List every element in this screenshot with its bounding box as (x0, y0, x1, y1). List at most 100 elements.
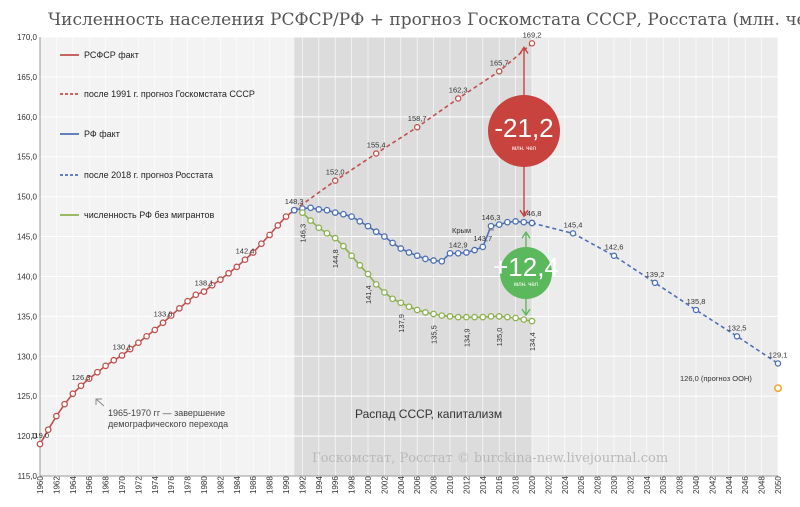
series-point-0 (200, 288, 208, 295)
x-tick-label: 1976 (167, 476, 176, 494)
series-point-1 (413, 123, 421, 131)
series-point-0 (241, 256, 249, 264)
series-point-2 (315, 206, 323, 213)
transition-note-line2: демографического перехода (108, 419, 228, 429)
series-point-1 (454, 95, 462, 102)
series-point-0 (36, 440, 44, 448)
axes: 115,0 120,0 125,0 130,0 135,0 140,0 145,0 150,0… (17, 33, 783, 494)
series-point-0 (77, 382, 85, 390)
series-point-4 (430, 310, 437, 318)
un-forecast-point (773, 384, 782, 393)
series-point-2 (348, 213, 355, 220)
x-tick-label: 1986 (249, 476, 258, 494)
x-tick-label: 1982 (216, 476, 225, 494)
x-tick-label: 2002 (380, 476, 389, 494)
red-bubble-value: -21,2 (494, 113, 553, 143)
series-point-0 (85, 375, 93, 382)
x-tick-label: 2004 (397, 476, 406, 494)
data-label: 133,6 (154, 310, 173, 319)
series-point-0 (208, 281, 216, 289)
series-point-2 (471, 246, 478, 254)
data-label: 145,4 (564, 220, 583, 229)
x-tick-label: 1994 (315, 476, 324, 494)
vertical-data-label: 135,0 (495, 328, 504, 347)
legend-label-no-migrants: численность РФ без мигрантов (84, 210, 214, 220)
data-label: 155,4 (367, 141, 386, 150)
series-point-2 (389, 239, 396, 247)
green-arrow-up-head (521, 230, 531, 239)
x-tick-label: 2020 (528, 476, 537, 494)
series-point-4 (413, 306, 421, 314)
series-point-3 (528, 219, 536, 227)
vertical-data-label: 135,5 (430, 325, 439, 344)
series-point-2 (487, 222, 495, 230)
series-point-4 (520, 316, 528, 323)
data-label: 146,3 (482, 213, 501, 222)
series-point-2 (331, 209, 339, 216)
series-point-4 (356, 261, 364, 269)
data-label: 169,2 (523, 30, 542, 39)
y-tick-label: 140,0 (17, 272, 38, 281)
series-point-0 (176, 305, 183, 312)
series-point-0 (266, 231, 273, 239)
series-point-0 (249, 249, 257, 256)
un-forecast-label: 126,0 (прогноз ООН) (680, 374, 752, 383)
x-tick-label: 2040 (692, 476, 701, 494)
y-tick-label: 145,0 (17, 233, 38, 242)
x-tick-label: 1984 (233, 476, 242, 494)
zone-soviet (40, 37, 295, 476)
series-point-4 (487, 313, 495, 320)
series-point-4 (463, 313, 470, 321)
x-tick-label: 1960 (36, 476, 45, 494)
x-tick-label: 2044 (725, 476, 734, 494)
series-point-0 (159, 319, 167, 327)
series-point-1 (372, 150, 380, 157)
data-label: 135,8 (687, 297, 706, 306)
red-arrow-down-head (519, 209, 529, 218)
series-point-3 (774, 360, 782, 367)
data-label: 139,2 (646, 270, 665, 279)
series-point-0 (282, 213, 290, 220)
x-tick-label: 2032 (626, 476, 635, 494)
series-point-2 (323, 206, 331, 214)
series-point-0 (61, 400, 68, 408)
red-arrow-up-head (519, 46, 529, 54)
series-point-2 (438, 257, 446, 265)
transition-arrow-head (95, 398, 102, 405)
series-point-1 (495, 68, 503, 75)
data-label: 152,0 (326, 168, 345, 177)
series-point-4 (471, 313, 478, 321)
x-tick-label: 2026 (577, 476, 586, 494)
series-point-2 (372, 228, 380, 236)
y-tick-label: 135,0 (17, 312, 38, 321)
series-point-2 (307, 204, 314, 212)
series-point-4 (528, 317, 536, 325)
source-credit: Госкомстат, Росстат © burckina-new.livej… (312, 451, 668, 466)
green-bubble-value: +12,4 (493, 252, 559, 282)
series-point-3 (569, 230, 577, 237)
series-point-4 (454, 313, 462, 321)
series-point-3 (733, 333, 741, 340)
series (36, 40, 782, 448)
series-point-2 (512, 218, 519, 225)
grid (39, 36, 779, 477)
legend-label-rsfsr-fact: РСФСР факт (84, 50, 139, 60)
data-label: 132,5 (728, 323, 747, 332)
transition-arrow (95, 398, 105, 407)
series-point-2 (479, 243, 487, 251)
x-tick-label: 1992 (298, 476, 307, 494)
legend-label-rf-fact: РФ факт (84, 129, 120, 139)
series-point-4 (299, 209, 306, 216)
vertical-data-label: 134,4 (528, 332, 537, 351)
series-point-0 (143, 332, 150, 340)
series-point-4 (504, 313, 511, 321)
series-point-4 (323, 230, 331, 237)
x-tick-label: 2042 (708, 476, 717, 494)
red-bubble-unit: млн. чел (512, 146, 537, 152)
x-tick-label: 1974 (151, 476, 160, 494)
series-point-2 (463, 249, 470, 256)
series-point-2 (413, 252, 421, 260)
y-tick-label: 125,0 (17, 392, 38, 401)
series-point-4 (315, 224, 323, 232)
series-point-0 (258, 240, 265, 248)
